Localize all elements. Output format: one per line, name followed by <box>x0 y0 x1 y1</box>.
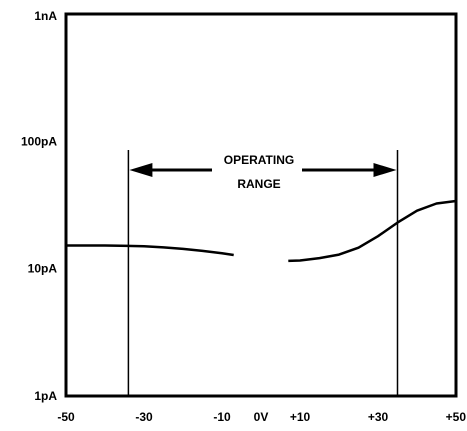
operating-range-arrowhead-right <box>373 163 397 177</box>
x-tick-label: +30 <box>368 410 389 424</box>
x-tick-label: +10 <box>290 410 311 424</box>
plot-area-frame <box>64 12 458 398</box>
y-tick-label: 1nA <box>34 9 57 23</box>
x-tick-label: +50 <box>446 410 467 424</box>
series-line-segment-1 <box>66 244 234 257</box>
y-tick-label: 100pA <box>21 134 57 148</box>
y-tick-label: 10pA <box>28 262 58 276</box>
y-tick-label: 1pA <box>34 389 57 403</box>
x-tick-label: -10 <box>213 410 231 424</box>
operating-range-arrowhead-left <box>129 163 153 177</box>
operating-range-label-line-1: OPERATING <box>224 153 294 167</box>
operating-range-label-line-2: RANGE <box>237 177 280 191</box>
x-tick-label: -50 <box>57 410 75 424</box>
x-tick-label: -30 <box>135 410 153 424</box>
series-line-segment-2 <box>288 199 457 263</box>
x-tick-label: 0V <box>254 410 269 424</box>
